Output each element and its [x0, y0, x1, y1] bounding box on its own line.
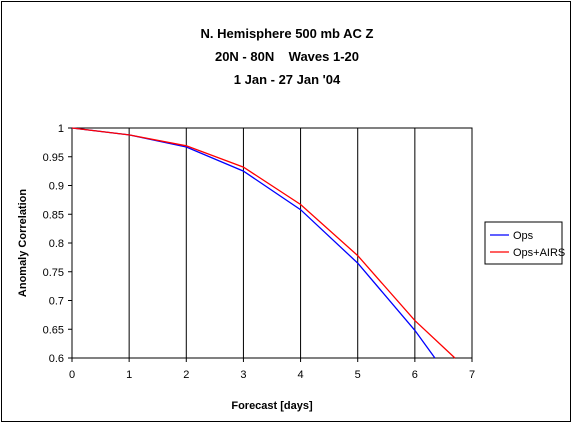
- y-tick-label: 0.95: [43, 152, 64, 164]
- y-tick-label: 1: [58, 123, 64, 135]
- y-axis-label: Anomaly Correlation: [17, 189, 29, 297]
- x-tick-label: 6: [412, 369, 418, 381]
- chart-title-line-2: 20N - 80N Waves 1-20: [215, 49, 359, 64]
- y-tick-label: 0.85: [43, 209, 64, 221]
- x-tick-label: 1: [126, 369, 132, 381]
- y-tick-label: 0.7: [49, 296, 64, 308]
- plot-area: [71, 127, 473, 359]
- grid-lines: [71, 128, 473, 358]
- x-axis: 0 1 2 3 4 5 6 7: [69, 358, 475, 381]
- chart-title-line-3: 1 Jan - 27 Jan '04: [234, 72, 341, 87]
- series-line-ops-airs: [71, 127, 456, 359]
- x-tick-label: 3: [240, 369, 246, 381]
- legend: Ops Ops+AIRS: [484, 221, 565, 265]
- x-tick-label: 5: [355, 369, 361, 381]
- x-tick-label: 2: [183, 369, 189, 381]
- series-lines: [71, 127, 456, 359]
- y-tick-label: 0.6: [49, 353, 64, 365]
- x-tick-label: 7: [469, 369, 475, 381]
- y-tick-label: 0.65: [43, 324, 64, 336]
- y-tick-label: 0.75: [43, 267, 64, 279]
- legend-box: [484, 221, 563, 265]
- x-axis-label: Forecast [days]: [231, 400, 313, 412]
- legend-label: Ops+AIRS: [513, 247, 565, 259]
- series-line-ops: [71, 127, 436, 359]
- x-tick-label: 4: [298, 369, 304, 381]
- y-tick-label: 0.9: [49, 181, 64, 193]
- y-axis: 1 0.95 0.9 0.85 0.8 0.75 0.7 0.65 0.6: [43, 123, 72, 365]
- chart-title: N. Hemisphere 500 mb AC Z 20N - 80N Wave…: [201, 26, 374, 87]
- chart-title-line-1: N. Hemisphere 500 mb AC Z: [201, 26, 374, 41]
- legend-label: Ops: [513, 230, 534, 242]
- y-tick-label: 0.8: [49, 238, 64, 250]
- x-tick-label: 0: [69, 369, 75, 381]
